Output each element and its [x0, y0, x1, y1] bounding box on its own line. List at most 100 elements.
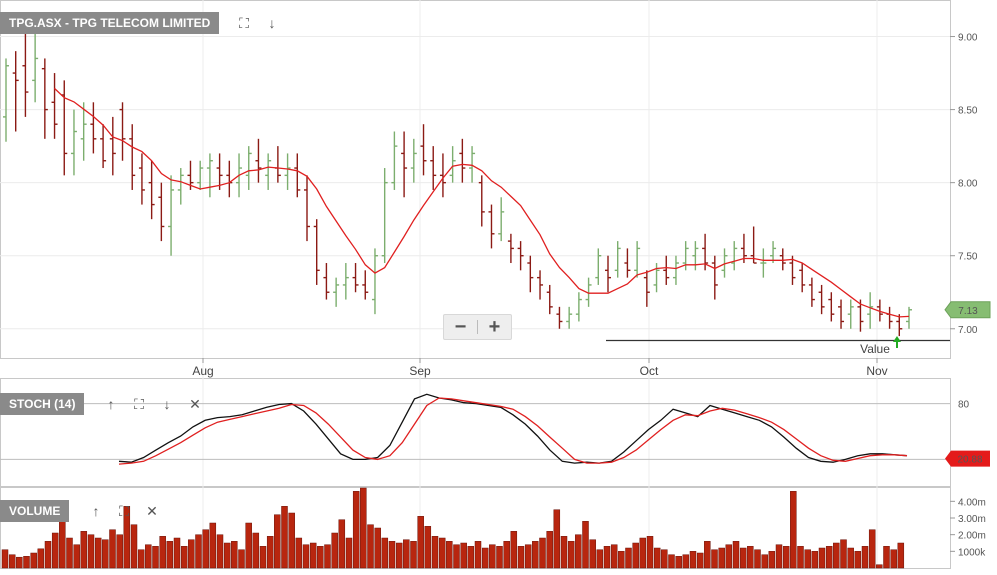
expand-icon[interactable]: ⛶	[134, 395, 144, 412]
value-arrow-icon	[893, 336, 901, 348]
volume-bar	[345, 537, 353, 569]
ohlc-bar	[391, 131, 398, 190]
ohlc-bar	[634, 241, 641, 278]
ohlc-bar	[158, 182, 165, 242]
volume-bar	[532, 541, 539, 569]
volume-bar	[503, 541, 510, 569]
zoom-divider	[477, 320, 478, 334]
volume-bar	[446, 541, 453, 569]
ohlc-bar	[605, 255, 611, 293]
volume-bar	[704, 541, 711, 569]
ohlc-bar	[90, 102, 97, 154]
volume-bar	[596, 549, 604, 569]
arrow-up-icon[interactable]: ↑	[92, 503, 100, 519]
ohlc-bar	[449, 146, 456, 183]
volume-bar	[188, 539, 195, 569]
volume-pane-title[interactable]: VOLUME	[0, 500, 70, 522]
ohlc-bar	[168, 175, 175, 256]
ohlc-bar	[818, 284, 825, 315]
volume-bar	[159, 536, 166, 569]
ohlc-bar	[177, 168, 184, 205]
volume-bar	[489, 544, 496, 569]
ohlc-bar	[537, 270, 544, 300]
ohlc-bar	[469, 146, 476, 183]
volume-bar	[661, 549, 668, 569]
volume-bar	[410, 541, 417, 569]
ohlc-bar	[148, 160, 155, 220]
volume-pane-frame	[0, 487, 951, 569]
moving-average-line	[54, 87, 910, 318]
arrow-up-icon[interactable]: ↑	[107, 396, 115, 412]
volume-bar	[775, 544, 783, 569]
ohlc-bar	[197, 160, 204, 190]
close-icon[interactable]: ✕	[146, 502, 158, 519]
ohlc-bar	[614, 241, 621, 278]
ohlc-bar	[760, 248, 767, 278]
zoom-control: − +	[443, 314, 512, 340]
ohlc-bar	[362, 270, 369, 300]
volume-bar	[338, 519, 346, 569]
ohlc-bar	[876, 299, 883, 322]
volume-bar	[790, 491, 797, 569]
volume-bar	[302, 544, 310, 569]
zoom-in-button[interactable]: +	[488, 315, 501, 338]
volume-bar	[1, 549, 9, 569]
volume-bar	[388, 541, 396, 569]
volume-bar	[102, 539, 109, 569]
volume-bar	[768, 551, 776, 569]
ohlc-bar	[896, 314, 903, 337]
volume-bar	[238, 549, 245, 569]
volume-bar	[145, 544, 152, 569]
volume-bar	[223, 542, 231, 569]
volume-bar	[73, 544, 80, 569]
date-tick-label: Sep	[409, 364, 431, 378]
volume-bar	[761, 554, 768, 569]
volume-bar	[195, 534, 202, 569]
volume-bar	[130, 524, 138, 569]
stoch-pane-tools: ↑ ⛶ ↓ ✕	[97, 393, 209, 415]
volume-bar	[668, 554, 675, 569]
ohlc-bar	[478, 175, 485, 227]
price-pane-title[interactable]: TPG.ASX - TPG TELECOM LIMITED	[0, 12, 220, 34]
ohlc-bar	[750, 226, 757, 264]
volume-bar	[8, 554, 16, 569]
volume-bar	[259, 546, 267, 569]
arrow-down-icon[interactable]: ↓	[268, 15, 276, 31]
stoch-pane-title[interactable]: STOCH (14)	[0, 393, 85, 415]
volume-bar	[51, 532, 59, 569]
ohlc-bar	[352, 263, 359, 293]
volume-bar	[453, 544, 460, 569]
ohlc-bar	[206, 153, 213, 198]
ohlc-bar	[401, 131, 408, 198]
ohlc-bar	[828, 292, 835, 322]
ohlc-bar	[585, 277, 592, 307]
volume-bar	[682, 554, 690, 569]
volume-bar	[37, 548, 45, 569]
volume-bar	[553, 509, 561, 569]
value-label: Value	[860, 342, 890, 356]
volume-bar	[675, 556, 682, 569]
ohlc-bar	[857, 299, 864, 332]
ohlc-bar	[799, 263, 806, 293]
volume-bar	[725, 544, 733, 569]
price-pane-frame	[0, 0, 951, 359]
volume-bar	[202, 529, 209, 569]
ohlc-bar	[721, 248, 728, 278]
zoom-out-button[interactable]: −	[454, 315, 467, 338]
expand-icon[interactable]: ⛶	[239, 14, 249, 31]
ohlc-bar	[643, 270, 650, 307]
ohlc-bar	[546, 284, 553, 315]
ohlc-bar	[420, 124, 427, 176]
ohlc-bar	[226, 160, 233, 198]
volume-bar	[632, 542, 639, 569]
ohlc-bar	[711, 255, 718, 300]
volume-bar	[603, 546, 611, 569]
arrow-down-icon[interactable]: ↓	[163, 396, 171, 412]
price-y-tick-label: 7.00	[958, 325, 978, 336]
ohlc-bar	[333, 277, 340, 307]
volume-bar	[231, 541, 238, 569]
close-icon[interactable]: ✕	[189, 395, 201, 412]
ohlc-bar	[3, 58, 9, 142]
ohlc-bar	[556, 306, 563, 329]
expand-icon[interactable]: ⛶	[119, 502, 129, 519]
